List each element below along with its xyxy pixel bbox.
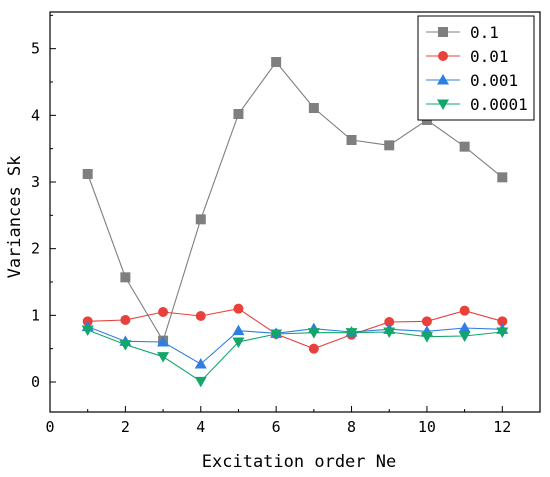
x-tick-label: 4 (196, 418, 205, 436)
x-tick-label: 0 (45, 418, 54, 436)
data-point (384, 140, 395, 151)
legend-marker (437, 99, 449, 110)
data-point (345, 328, 358, 339)
data-point (383, 327, 396, 338)
data-point (496, 327, 509, 338)
x-tick-label: 8 (347, 418, 356, 436)
data-point (157, 336, 170, 347)
data-point (194, 358, 207, 369)
series-2 (81, 320, 509, 369)
legend-label: 0.01 (470, 47, 509, 66)
data-point (82, 169, 93, 179)
series-1 (82, 303, 508, 354)
legend-marker (438, 51, 448, 61)
y-tick-label: 4 (31, 106, 40, 124)
data-point (307, 328, 320, 339)
x-tick-label: 10 (418, 418, 436, 436)
data-point (458, 322, 471, 333)
legend-box (417, 15, 535, 121)
data-point (81, 325, 94, 336)
y-axis-title: Variances Sk (5, 156, 25, 279)
x-tick-label: 12 (493, 418, 511, 436)
data-point (497, 316, 508, 327)
series-line (87, 61, 503, 343)
data-point (120, 315, 131, 325)
data-point (233, 109, 244, 119)
legend-marker (437, 74, 449, 85)
y-tick-label: 1 (31, 306, 40, 324)
data-point (195, 311, 206, 321)
data-point (158, 307, 169, 317)
x-tick-label: 6 (272, 418, 281, 436)
legend-label: 0.0001 (470, 95, 528, 114)
data-point (497, 172, 508, 183)
data-point (119, 340, 132, 351)
data-point (384, 317, 395, 327)
data-point (421, 316, 432, 327)
data-point (232, 337, 245, 348)
legend-label: 0.1 (470, 23, 499, 42)
data-point (120, 272, 131, 283)
data-point (195, 214, 206, 225)
data-point (271, 57, 282, 67)
legend-marker (438, 27, 448, 37)
data-point (232, 324, 245, 336)
data-point (346, 135, 357, 145)
legend-label: 0.001 (470, 71, 518, 90)
data-point (459, 305, 470, 316)
y-tick-label: 0 (31, 373, 40, 391)
data-point (420, 332, 433, 343)
plot-area (81, 57, 509, 388)
data-point (458, 331, 471, 342)
y-tick-label: 3 (31, 173, 40, 191)
data-point (157, 352, 170, 363)
x-axis-title: Excitation order Ne (202, 452, 396, 472)
series-line (87, 329, 503, 383)
series-3 (81, 325, 509, 388)
data-point (270, 329, 283, 340)
series-line (87, 308, 503, 350)
legend: 0.1 0.01 0.001 0.0001 (417, 15, 535, 121)
series-line (87, 326, 503, 365)
x-tick-label: 2 (121, 418, 130, 436)
y-tick-label: 5 (31, 40, 40, 58)
data-point (308, 343, 319, 354)
data-point (308, 103, 319, 113)
plot-frame (49, 11, 541, 413)
data-point (233, 303, 244, 314)
y-tick-label: 2 (31, 240, 40, 258)
data-point (459, 141, 470, 152)
data-point (194, 376, 207, 388)
